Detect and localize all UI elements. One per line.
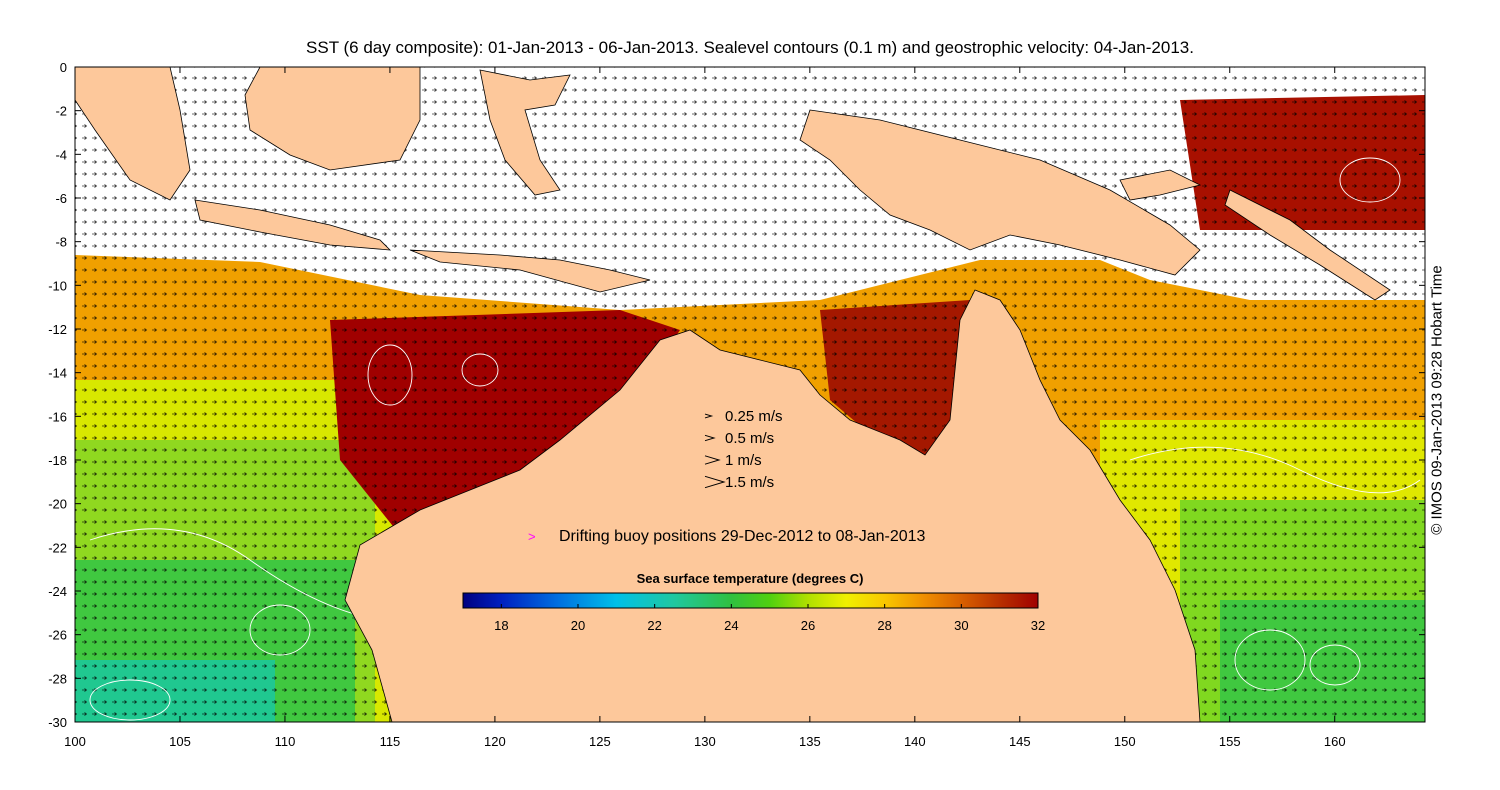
x-tick-label: 140	[904, 734, 926, 749]
colorbar-tick-label: 28	[877, 618, 891, 633]
land-solomon-islands	[1224, 189, 1391, 301]
y-tick-label: -20	[48, 497, 67, 512]
map-title: SST (6 day composite): 01-Jan-2013 - 06-…	[306, 38, 1194, 57]
colorbar: Sea surface temperature (degrees C) 18 20…	[462, 571, 1045, 633]
x-tick-label: 110	[275, 734, 296, 749]
y-tick-label: -26	[48, 628, 67, 643]
y-axis: 0 -2 -4 -6 -8 -10 -12 -14 -16 -18 -20 -22 -24 -26 -28 -…	[48, 60, 1425, 730]
buoy-legend-symbol: >	[528, 529, 536, 544]
land-new-guinea	[799, 109, 1201, 276]
land-sumatra	[75, 67, 191, 201]
colorbar-tick-label: 22	[647, 618, 661, 633]
velocity-legend-label: 0.5 m/s	[725, 430, 774, 447]
colorbar-tick-label: 32	[1031, 618, 1045, 633]
land-lesser-sunda	[409, 249, 651, 293]
colorbar-ticks: 18 20 22 24 26 28 30 32	[494, 604, 1045, 633]
velocity-legend-label: 1.5 m/s	[725, 474, 774, 491]
land-australia	[344, 289, 1201, 722]
y-tick-label: -22	[48, 540, 67, 555]
y-tick-label: -12	[48, 322, 67, 337]
colorbar-tick-label: 30	[954, 618, 968, 633]
colorbar-tick-label: 24	[724, 618, 738, 633]
x-tick-label: 115	[380, 734, 401, 749]
y-tick-label: -16	[48, 409, 67, 424]
buoy-legend: > Drifting buoy positions 29-Dec-2012 to…	[528, 528, 926, 545]
x-axis: 100 105 110 115 120 125 130 135 140 145 150 155 160	[64, 67, 1346, 749]
y-tick-label: -14	[48, 366, 67, 381]
y-tick-label: -28	[48, 671, 67, 686]
colorbar-tick-label: 20	[571, 618, 585, 633]
x-tick-label: 125	[589, 734, 611, 749]
y-tick-label: -4	[55, 147, 67, 162]
map-plot	[75, 67, 1425, 722]
velocity-legend-label: 0.25 m/s	[725, 408, 783, 425]
y-tick-label: -24	[48, 584, 67, 599]
x-tick-label: 145	[1009, 734, 1031, 749]
velocity-legend-label: 1 m/s	[725, 452, 762, 469]
x-tick-label: 135	[799, 734, 821, 749]
colorbar-title: Sea surface temperature (degrees C)	[637, 571, 864, 586]
colorbar-tick-label: 26	[801, 618, 815, 633]
plot-frame	[74, 66, 1426, 723]
velocity-legend-arrow	[704, 413, 714, 419]
x-tick-label: 150	[1114, 734, 1136, 749]
velocity-legend-arrow	[704, 455, 721, 465]
land-java	[194, 199, 392, 251]
sealevel-contours	[89, 157, 1421, 721]
credit-text: © IMOS 09-Jan-2013 09:28 Hobart Time	[1428, 265, 1446, 535]
y-tick-label: -2	[55, 104, 67, 119]
y-tick-label: -6	[55, 191, 67, 206]
y-tick-label: -8	[55, 235, 67, 250]
x-tick-label: 100	[64, 734, 86, 749]
velocity-legend-arrow	[704, 475, 726, 489]
land-new-britain	[1119, 169, 1202, 201]
colorbar-tick-label: 18	[494, 618, 508, 633]
velocity-legend: 0.25 m/s 0.5 m/s 1 m/s 1.5 m/s	[704, 408, 783, 491]
land-borneo	[244, 67, 421, 171]
y-tick-label: -18	[48, 453, 67, 468]
x-tick-label: 130	[694, 734, 716, 749]
x-tick-label: 155	[1219, 734, 1241, 749]
colorbar-bar	[462, 592, 1039, 609]
velocity-legend-arrow	[704, 434, 716, 442]
x-tick-label: 105	[169, 734, 191, 749]
buoy-legend-label: Drifting buoy positions 29-Dec-2012 to 0…	[559, 528, 926, 545]
x-tick-label: 120	[484, 734, 506, 749]
y-tick-label: 0	[60, 60, 67, 75]
land-sulawesi	[479, 69, 571, 196]
y-tick-label: -30	[48, 715, 67, 730]
x-tick-label: 160	[1324, 734, 1346, 749]
y-tick-label: -10	[48, 278, 67, 293]
